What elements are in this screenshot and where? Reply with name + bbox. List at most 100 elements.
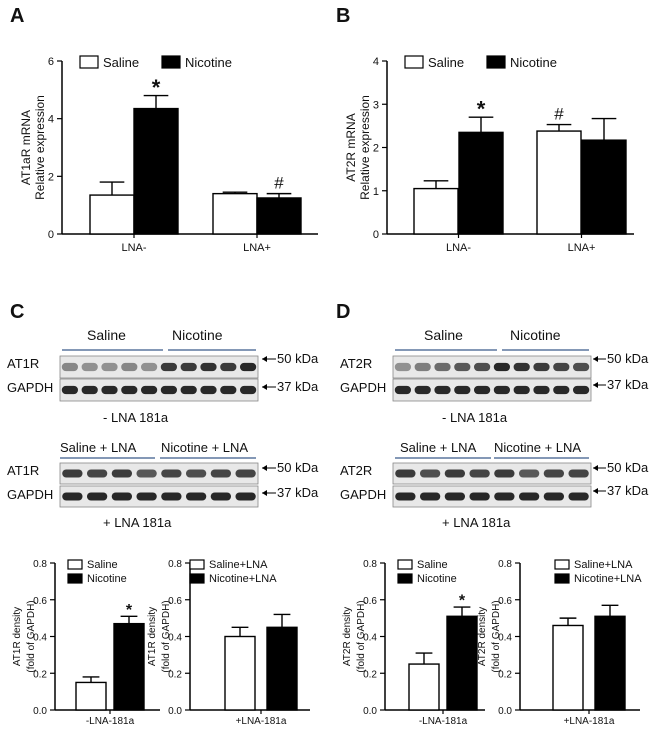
- y-tick-label: 0.8: [363, 559, 377, 570]
- x-tick-label: +LNA-181a: [236, 716, 287, 727]
- blot-band: [533, 385, 550, 395]
- blot-band: [473, 362, 491, 372]
- blot-band: [572, 385, 590, 395]
- blot-band: [136, 469, 157, 478]
- blot-lanes: [61, 362, 257, 372]
- blot-band: [419, 492, 441, 501]
- blot-caption: - LNA 181a: [103, 410, 169, 425]
- y-axis-title: (fold of GAPDH): [491, 600, 502, 672]
- significance-marker: #: [554, 105, 564, 124]
- blot-row-label: AT1R: [7, 356, 39, 371]
- blot-strip: [392, 485, 592, 508]
- y-tick-label: 0.0: [363, 706, 377, 717]
- blot-strip: [392, 462, 592, 485]
- y-tick-label: 0.4: [498, 633, 512, 644]
- blot-caption: + LNA 181a: [442, 515, 511, 530]
- arrow-head-icon: [262, 490, 267, 496]
- y-tick-label: 0.8: [33, 559, 47, 570]
- y-tick-label: 0.6: [363, 596, 377, 607]
- bar: [75, 681, 107, 711]
- significance-marker: *: [126, 602, 133, 619]
- y-tick-label: 2: [373, 143, 379, 155]
- blot-marker-label: 50 kDa: [277, 460, 319, 475]
- legend-label: Saline+LNA: [574, 559, 633, 571]
- bar: [581, 139, 627, 235]
- blot-band: [553, 362, 570, 372]
- blot-marker-label: 37 kDa: [277, 485, 319, 500]
- blot-band: [161, 469, 182, 478]
- y-axis-title: Relative expression: [33, 95, 47, 200]
- blot-band: [180, 362, 197, 372]
- blot-group-label: Saline: [87, 327, 126, 343]
- blot-band: [111, 492, 133, 501]
- panel-letter-b: B: [336, 5, 350, 27]
- arrow-head-icon: [593, 382, 598, 388]
- y-tick-label: 3: [373, 99, 379, 111]
- x-tick-label: LNA-: [446, 242, 471, 254]
- blot-band: [469, 469, 490, 478]
- blot-band: [220, 385, 237, 395]
- bar: [256, 197, 302, 235]
- blot-strip: [392, 355, 592, 379]
- blot-lanes: [62, 492, 256, 501]
- blot-band: [419, 469, 441, 478]
- legend-label: Nicotine+LNA: [209, 573, 277, 585]
- legend-swatch: [161, 55, 181, 69]
- blot-band: [513, 385, 530, 395]
- legend-swatch: [67, 559, 83, 570]
- blot-band: [568, 492, 589, 501]
- panel-letter-c: C: [10, 301, 24, 323]
- y-tick-label: 0.4: [33, 633, 47, 644]
- chart-panel-d-plus-lna: 0.0 0.2 0.4 0.6 0.8 AT2R density (fold of GAPD…: [477, 559, 642, 727]
- bar: [408, 663, 440, 711]
- blot-band: [140, 385, 158, 395]
- blot-strip: [392, 378, 592, 402]
- blot-band: [86, 492, 108, 501]
- blot-band: [518, 469, 540, 478]
- blot-panel-c: Saline Nicotine AT1R 50 kDa GAPDH 37 kDa…: [7, 327, 319, 530]
- arrow-head-icon: [593, 488, 598, 494]
- blot-caption: - LNA 181a: [442, 410, 508, 425]
- blot-band: [394, 362, 412, 372]
- blot-band: [494, 492, 515, 501]
- blot-row-label: AT2R: [340, 356, 372, 371]
- x-tick-label: LNA+: [568, 242, 596, 254]
- blot-band: [62, 469, 83, 478]
- legend-swatch: [189, 559, 205, 570]
- y-axis-title: (fold of GAPDH): [356, 600, 367, 672]
- y-tick-label: 0.2: [498, 669, 512, 680]
- blot-band: [394, 385, 412, 395]
- significance-marker: *: [459, 593, 466, 610]
- y-tick-label: 0.6: [33, 596, 47, 607]
- blot-strip: [59, 462, 259, 485]
- blot-lanes: [395, 469, 589, 478]
- panel-letter-a: A: [10, 5, 24, 27]
- y-tick-label: 4: [373, 56, 379, 68]
- blot-band: [444, 469, 466, 478]
- legend-label: Saline+LNA: [209, 559, 268, 571]
- bar: [552, 624, 584, 711]
- blot-group-label: Nicotine: [510, 327, 561, 343]
- chart-panel-a: 0 2 4 6 AT1aR mRNA Relative expression LNA- LNA…: [19, 55, 318, 254]
- blot-marker-label: 37 kDa: [607, 377, 649, 392]
- y-tick-label: 0.6: [498, 596, 512, 607]
- legend-label: Saline: [103, 55, 139, 70]
- blot-row-label: GAPDH: [340, 487, 386, 502]
- y-tick-label: 0.0: [168, 706, 182, 717]
- blot-strip: [59, 355, 259, 379]
- significance-marker: #: [274, 174, 284, 193]
- legend-label: Nicotine+LNA: [574, 573, 642, 585]
- x-tick-label: -LNA-181a: [86, 716, 135, 727]
- y-tick-label: 6: [48, 56, 54, 68]
- blot-band: [543, 492, 565, 501]
- blot-marker-label: 50 kDa: [607, 351, 649, 366]
- blot-band: [140, 362, 158, 372]
- y-tick-label: 0: [48, 229, 54, 241]
- blot-group-label: Saline: [424, 327, 463, 343]
- significance-marker: *: [152, 75, 161, 100]
- y-tick-label: 0.4: [168, 633, 182, 644]
- y-tick-label: 0.2: [33, 669, 47, 680]
- y-tick-label: 0.0: [33, 706, 47, 717]
- blot-band: [61, 385, 79, 395]
